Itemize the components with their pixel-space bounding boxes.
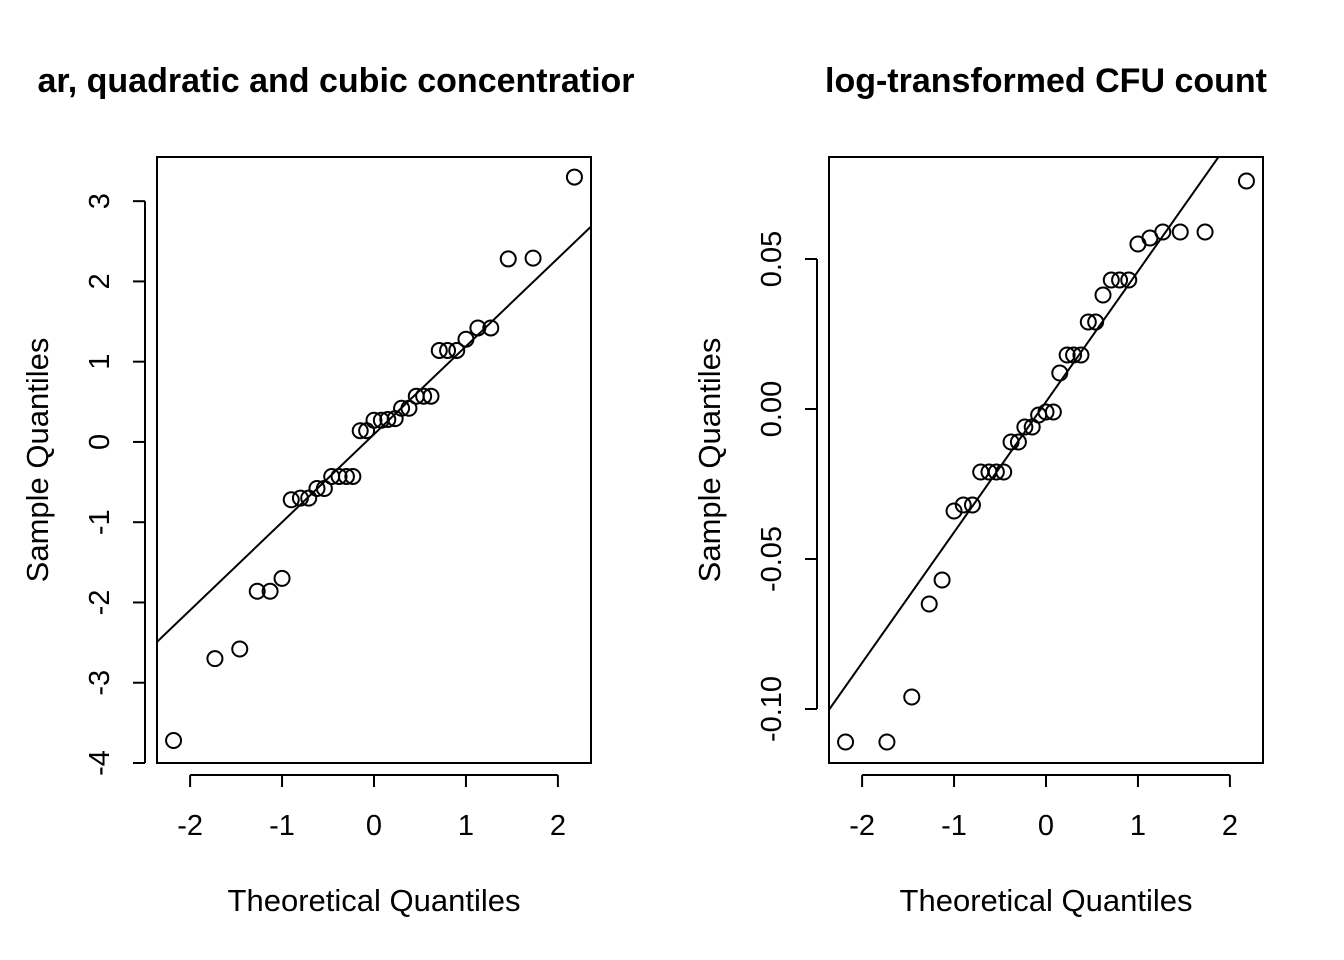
y-tick-label: 3: [84, 193, 116, 209]
data-point: [1072, 346, 1090, 364]
data-point: [400, 399, 418, 417]
data-point: [291, 489, 309, 507]
data-point: [987, 463, 1005, 481]
data-point: [315, 479, 333, 497]
data-point: [337, 467, 355, 485]
x-tick-label: -2: [177, 810, 203, 842]
data-point: [439, 341, 457, 359]
data-point: [422, 387, 440, 405]
data-point: [308, 479, 326, 497]
qq-panel-concentration: ar, quadratic and cubic concentratior Th…: [20, 62, 635, 918]
data-point: [945, 502, 963, 520]
x-tick-label: 0: [1038, 810, 1054, 842]
data-point: [1087, 313, 1105, 331]
y-tick-label: -0.10: [756, 676, 788, 742]
data-point: [933, 571, 951, 589]
data-point: [963, 496, 981, 514]
data-point: [954, 496, 972, 514]
x-axis-title: Theoretical Quantiles: [900, 883, 1193, 918]
data-point: [1002, 433, 1020, 451]
data-point: [1051, 364, 1069, 382]
data-point: [1237, 172, 1255, 190]
data-point: [273, 569, 291, 587]
x-tick-label: -2: [849, 810, 875, 842]
data-point: [206, 650, 224, 668]
plot-frame: [156, 156, 592, 764]
y-tick-label: -2: [84, 590, 116, 616]
x-tick-label: 0: [366, 810, 382, 842]
plot-frame: [828, 156, 1264, 764]
data-point: [248, 582, 266, 600]
data-point: [231, 640, 249, 658]
data-point: [482, 319, 500, 337]
data-point: [379, 410, 397, 428]
y-tick-label: 0.05: [756, 231, 788, 287]
data-point: [469, 319, 487, 337]
data-point: [457, 330, 475, 348]
x-tick-label: 1: [1130, 810, 1146, 842]
data-point: [565, 168, 583, 186]
y-tick-label: -0.05: [756, 526, 788, 592]
data-point: [903, 688, 921, 706]
data-point: [1044, 403, 1062, 421]
data-point: [1065, 346, 1083, 364]
data-point: [351, 422, 369, 440]
data-point: [344, 467, 362, 485]
data-point: [499, 250, 517, 268]
data-point: [1154, 223, 1172, 241]
data-point: [415, 387, 433, 405]
data-point: [1037, 403, 1055, 421]
data-point: [878, 733, 896, 751]
x-tick-label: -1: [941, 810, 967, 842]
data-point: [1016, 418, 1034, 436]
y-tick-label: 0: [84, 434, 116, 450]
data-point: [837, 733, 855, 751]
data-point: [1111, 271, 1129, 289]
y-tick-label: 1: [84, 354, 116, 370]
data-point: [165, 732, 183, 750]
x-tick-label: 2: [1222, 810, 1238, 842]
data-point: [1079, 313, 1097, 331]
data-point: [995, 463, 1013, 481]
data-point: [1102, 271, 1120, 289]
y-axis-title: Sample Quantiles: [692, 338, 727, 583]
panel-title: ar, quadratic and cubic concentratior: [37, 62, 634, 100]
y-axis-title: Sample Quantiles: [20, 338, 55, 583]
panel-title: log-transformed CFU count: [825, 62, 1267, 100]
data-point: [282, 491, 300, 509]
x-tick-label: -1: [269, 810, 295, 842]
x-tick-label: 2: [550, 810, 566, 842]
data-point: [524, 249, 542, 267]
data-point: [330, 467, 348, 485]
y-tick-label: -1: [84, 509, 116, 535]
qq-panel-log-cfu: log-transformed CFU count Theoretical Qu…: [692, 62, 1267, 918]
data-point: [448, 341, 466, 359]
qq-reference-line: [829, 157, 1220, 711]
data-point: [430, 341, 448, 359]
y-tick-label: -4: [84, 750, 116, 776]
data-point: [1196, 223, 1214, 241]
data-point: [300, 489, 318, 507]
data-point: [1120, 271, 1138, 289]
x-tick-label: 1: [458, 810, 474, 842]
data-point: [1009, 433, 1027, 451]
data-point: [1094, 286, 1112, 304]
data-point: [372, 411, 390, 429]
y-tick-label: 2: [84, 273, 116, 289]
data-point: [365, 411, 383, 429]
y-tick-label: 0.00: [756, 381, 788, 437]
data-point: [920, 595, 938, 613]
y-tick-label: -3: [84, 670, 116, 696]
data-point: [261, 582, 279, 600]
data-point: [1058, 346, 1076, 364]
x-axis-title: Theoretical Quantiles: [228, 883, 521, 918]
data-point: [393, 399, 411, 417]
data-point: [1171, 223, 1189, 241]
